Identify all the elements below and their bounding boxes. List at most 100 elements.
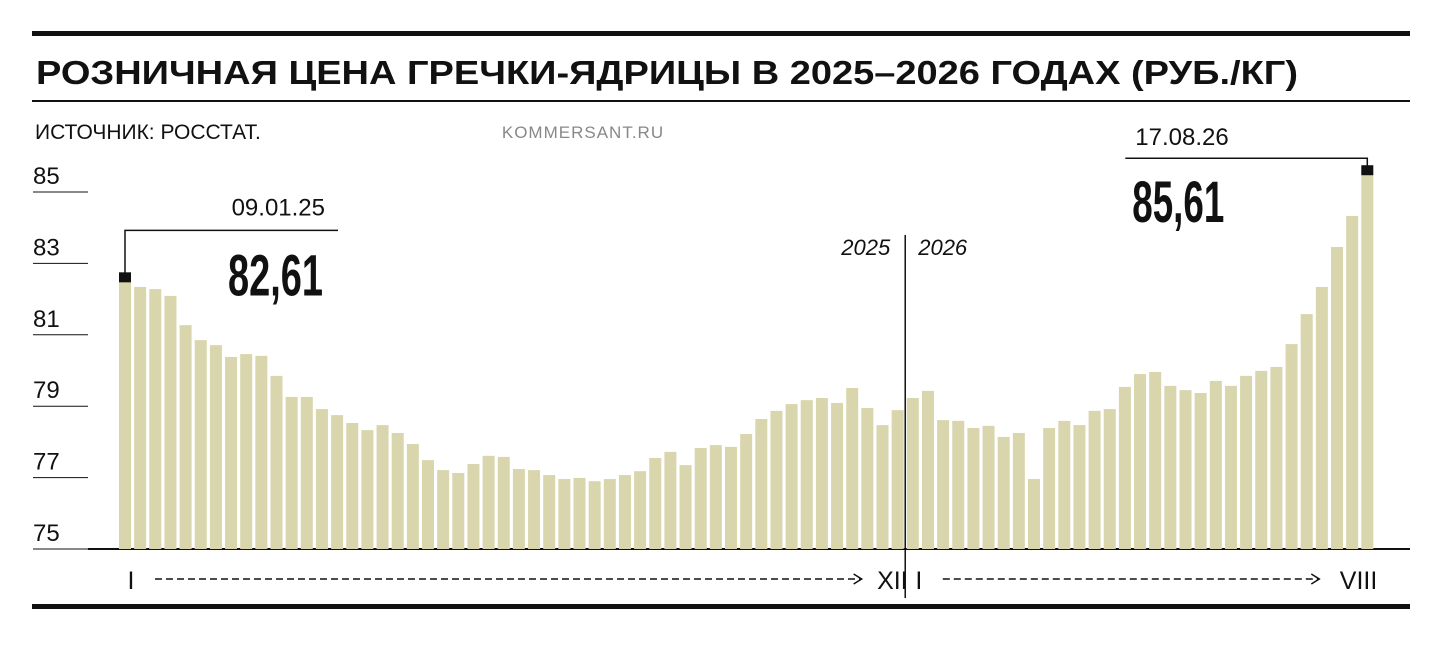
bar xyxy=(1164,385,1177,549)
bar xyxy=(1149,371,1162,549)
bar xyxy=(194,340,207,549)
bar xyxy=(134,286,147,549)
year-label: 2026 xyxy=(917,235,968,260)
y-tick-label: 79 xyxy=(33,377,60,404)
bar xyxy=(876,425,889,549)
bar xyxy=(694,447,707,549)
bar xyxy=(119,277,131,549)
bar xyxy=(315,409,328,549)
value-label: 85,61 xyxy=(1132,170,1224,235)
bar xyxy=(331,415,344,549)
bar xyxy=(300,396,313,549)
bar xyxy=(209,345,222,549)
bar xyxy=(1300,314,1313,549)
y-tick-label: 81 xyxy=(33,306,60,333)
bar xyxy=(1134,374,1147,549)
year-label: 2025 xyxy=(840,235,891,260)
axis-start-label: I xyxy=(915,567,922,595)
bar xyxy=(1255,370,1268,549)
bottom-rule xyxy=(32,604,1410,609)
bar xyxy=(225,356,238,549)
source: ИСТОЧНИК: РОССТАТ. xyxy=(35,121,261,144)
bar xyxy=(997,436,1010,549)
bar xyxy=(1270,366,1283,549)
bar xyxy=(361,430,374,549)
bar xyxy=(240,354,253,549)
bar xyxy=(952,420,965,549)
bar xyxy=(149,289,162,549)
date-label: 09.01.25 xyxy=(232,194,325,221)
y-tick-label: 85 xyxy=(33,163,60,190)
bar xyxy=(800,400,813,549)
bar xyxy=(1315,286,1328,549)
bar xyxy=(1361,170,1374,549)
top-rule xyxy=(32,31,1410,36)
bar xyxy=(664,451,677,549)
bar xyxy=(179,325,192,549)
bar xyxy=(709,445,722,549)
bar xyxy=(512,469,525,549)
bar xyxy=(376,425,389,549)
bar xyxy=(1088,410,1101,549)
bar xyxy=(1209,380,1222,549)
bar xyxy=(634,471,647,549)
bar xyxy=(270,375,283,549)
bar xyxy=(422,460,434,549)
bar xyxy=(346,422,359,549)
bar xyxy=(164,295,177,549)
axis-end-label: VIII xyxy=(1340,567,1378,595)
chart-title: РОЗНИЧНАЯ ЦЕНА ГРЕЧКИ-ЯДРИЦЫ В 2025–2026… xyxy=(36,54,1298,91)
bar xyxy=(1103,409,1116,549)
leader xyxy=(124,229,338,278)
value-label: 82,61 xyxy=(228,243,323,308)
bar xyxy=(861,407,874,549)
bar xyxy=(528,470,541,549)
bar xyxy=(285,396,298,549)
bar xyxy=(482,455,495,549)
credit: KOMMERSANT.RU xyxy=(502,123,664,142)
bar xyxy=(588,481,601,549)
bar xyxy=(725,446,737,549)
bar xyxy=(1028,479,1040,549)
bar xyxy=(937,420,950,549)
bar xyxy=(1285,344,1298,549)
bar xyxy=(573,477,586,549)
bar xyxy=(1118,386,1131,549)
axis-end-label: XII xyxy=(877,567,908,595)
bar xyxy=(1179,390,1192,549)
bar xyxy=(891,410,904,549)
bar xyxy=(770,410,783,549)
y-tick-label: 75 xyxy=(33,520,60,547)
bar xyxy=(1058,420,1071,549)
bar xyxy=(906,397,919,549)
bar xyxy=(755,419,768,549)
bar xyxy=(1346,215,1359,549)
bar xyxy=(1240,375,1253,549)
axis-start-label: I xyxy=(128,567,135,595)
bar xyxy=(467,464,480,549)
date-label: 17.08.26 xyxy=(1135,124,1228,151)
bar xyxy=(618,475,631,549)
bar xyxy=(846,387,859,549)
bar xyxy=(255,355,268,549)
bar xyxy=(452,472,465,549)
bar xyxy=(921,390,934,549)
bar xyxy=(815,397,828,549)
bar xyxy=(1224,385,1237,549)
bar xyxy=(558,479,571,549)
bar xyxy=(967,427,980,549)
bar xyxy=(1043,427,1056,549)
bar xyxy=(831,402,844,549)
y-tick-label: 83 xyxy=(33,234,60,261)
bar xyxy=(543,475,556,549)
arrow-head xyxy=(853,573,864,585)
bar xyxy=(785,404,798,549)
arrow-head xyxy=(1310,573,1321,585)
bar xyxy=(1073,425,1086,549)
bar xyxy=(497,456,510,549)
bar xyxy=(1012,432,1025,549)
leader xyxy=(1125,157,1369,171)
bar xyxy=(1331,246,1343,549)
bar xyxy=(679,465,692,549)
